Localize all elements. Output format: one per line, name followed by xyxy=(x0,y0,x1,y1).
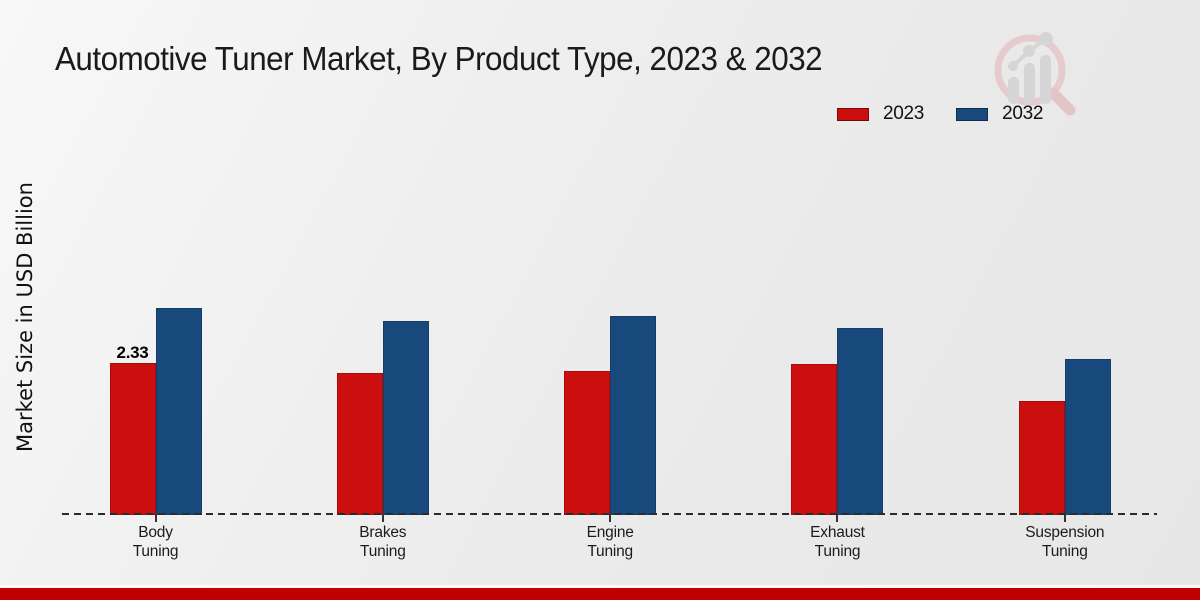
chart-title: Automotive Tuner Market, By Product Type… xyxy=(55,40,823,77)
legend-item-2023: 2023 xyxy=(837,103,924,125)
bar-2023-suspension-tuning xyxy=(1018,401,1065,515)
footer-brand-bar xyxy=(0,588,1200,600)
market-research-future-logo-icon xyxy=(983,26,1083,123)
bar-2023-brakes-tuning xyxy=(336,373,383,515)
legend-swatch-2032 xyxy=(956,107,989,121)
legend-swatch-2023 xyxy=(837,107,869,121)
bar-2032-exhaust-tuning xyxy=(837,328,884,515)
bar-2023-body-tuning xyxy=(109,363,156,515)
footer-highlight-line xyxy=(0,585,1200,588)
legend-label-2023: 2023 xyxy=(883,103,925,124)
legend-label-2032: 2032 xyxy=(1002,103,1044,124)
bar-2032-suspension-tuning xyxy=(1064,359,1111,515)
x-axis-label-exhaust-tuning: Exhaust Tuning xyxy=(810,524,865,560)
x-axis-baseline xyxy=(62,513,1157,515)
bar-2023-engine-tuning xyxy=(564,371,611,515)
x-axis-label-body-tuning: Body Tuning xyxy=(132,524,179,560)
x-axis-tick-brakes-tuning xyxy=(381,515,384,522)
bar-2032-brakes-tuning xyxy=(382,321,429,515)
bar-2032-body-tuning xyxy=(155,308,202,515)
x-axis-label-suspension-tuning: Suspension Tuning xyxy=(1025,524,1105,560)
bar-2032-engine-tuning xyxy=(610,316,657,515)
x-axis-tick-body-tuning xyxy=(154,515,157,522)
legend: 2023 2032 xyxy=(837,103,1043,125)
x-axis-label-engine-tuning: Engine Tuning xyxy=(586,524,634,560)
x-axis-label-brakes-tuning: Brakes Tuning xyxy=(359,524,407,560)
x-axis-tick-engine-tuning xyxy=(609,515,612,522)
bar-2023-exhaust-tuning xyxy=(791,364,838,515)
x-axis-tick-suspension-tuning xyxy=(1063,515,1066,522)
x-axis-tick-exhaust-tuning xyxy=(836,515,839,522)
bar-value-label: 2.33 xyxy=(116,343,149,362)
legend-item-2032: 2032 xyxy=(956,103,1043,125)
